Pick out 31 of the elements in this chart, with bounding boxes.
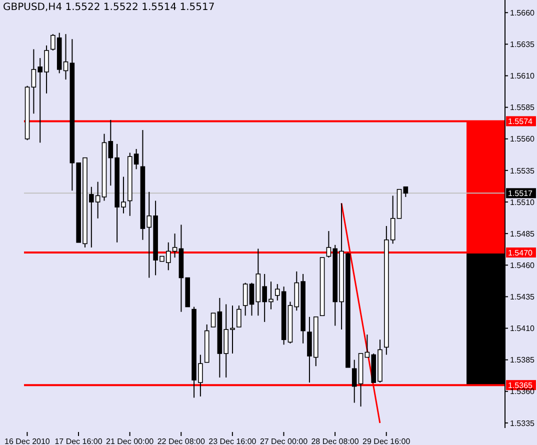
- y-tick-label: 1.5460: [510, 260, 536, 270]
- candlestick: [63, 34, 68, 80]
- candlestick: [403, 186, 408, 198]
- x-tick-label: 22 Dec 08:00: [157, 437, 206, 445]
- y-tick-label: 1.5560: [510, 134, 536, 144]
- ref-line-label: 1.5517: [508, 189, 534, 198]
- x-tick-label: 16 Dec 2010: [4, 437, 50, 445]
- y-tick-label: 1.5435: [510, 292, 536, 302]
- y-tick-label: 1.5385: [510, 356, 536, 365]
- ref-line-label: 1.5574: [508, 117, 534, 126]
- ref-line-label: 1.5470: [508, 248, 534, 258]
- candlestick: [210, 312, 216, 328]
- y-tick-label: 1.5635: [510, 40, 536, 50]
- y-tick-label: 1.5410: [510, 324, 536, 334]
- candlestick: [236, 305, 242, 328]
- y-tick-label: 1.5585: [510, 103, 536, 112]
- y-tick-label: 1.5335: [510, 418, 536, 428]
- x-tick-label: 17 Dec 16:00: [54, 437, 103, 445]
- y-tick-label: 1.5535: [510, 166, 536, 176]
- x-tick-label: 23 Dec 16:00: [208, 437, 257, 445]
- candlestick: [249, 282, 254, 316]
- x-tick-label: 28 Dec 08:00: [311, 437, 360, 445]
- x-tick-label: 27 Dec 00:00: [260, 437, 308, 445]
- x-tick-label: 21 Dec 00:00: [106, 437, 154, 445]
- x-tick-label: 29 Dec 16:00: [362, 437, 411, 445]
- chart-title: GBPUSD,H4 1.5522 1.5522 1.5514 1.5517: [3, 2, 215, 13]
- y-tick-label: 1.5485: [510, 229, 536, 238]
- y-tick-label: 1.5660: [510, 8, 536, 18]
- y-tick-label: 1.5510: [510, 198, 536, 207]
- y-tick-label: 1.5610: [510, 72, 536, 81]
- candlestick: [242, 282, 248, 316]
